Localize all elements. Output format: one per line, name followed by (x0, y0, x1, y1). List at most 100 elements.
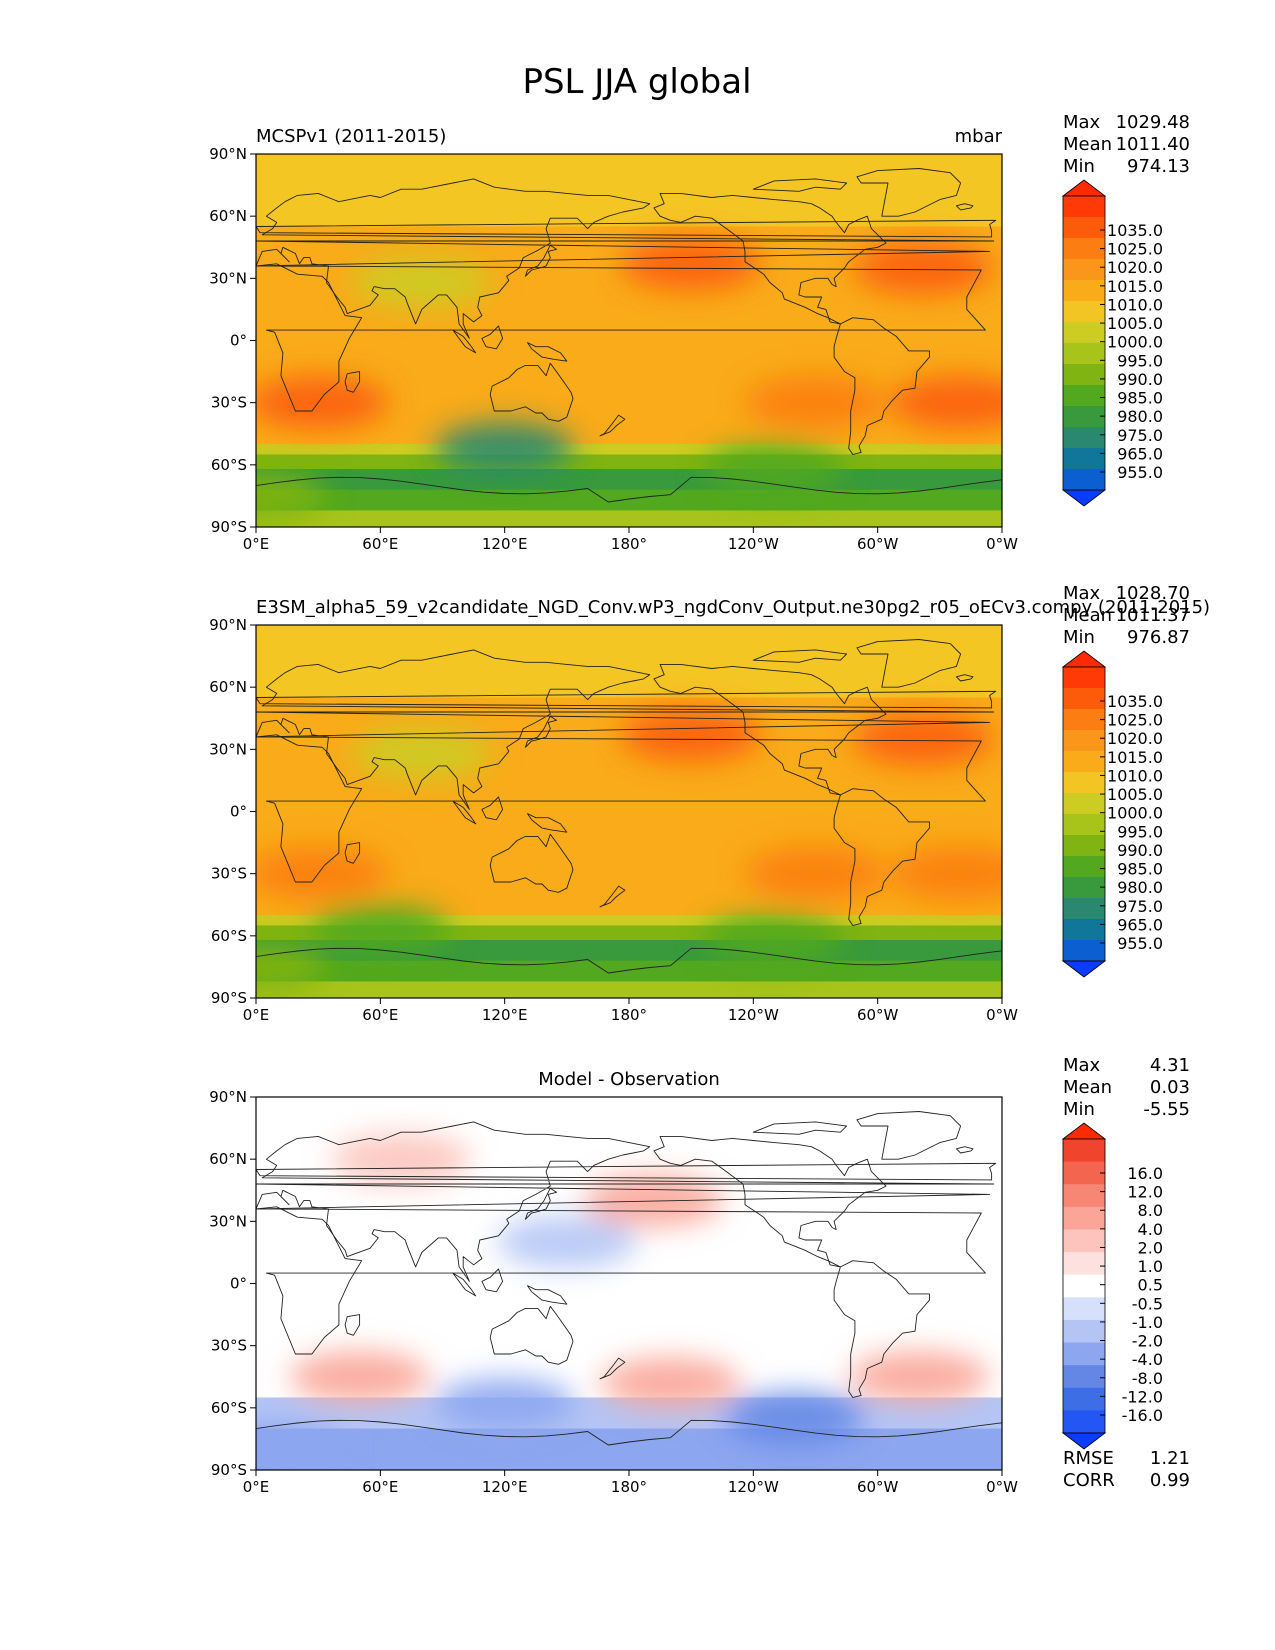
field-feature (496, 1216, 637, 1269)
colorbar-segment (1063, 1252, 1105, 1276)
coastline (599, 885, 626, 908)
y-tick-label: 90°N (209, 616, 247, 634)
y-tick-label: 30°S (211, 865, 247, 883)
colorbar-segment (1063, 751, 1105, 773)
colorbar-extend-max (1061, 179, 1107, 197)
field-feature (434, 422, 575, 475)
field-feature (351, 727, 492, 780)
colorbar-segment (1063, 238, 1105, 260)
y-tick-label: 90°N (209, 1088, 247, 1106)
colorbar-label: 1015.0 (1107, 277, 1163, 296)
field-feature (704, 442, 845, 495)
stat-label: Max (1063, 112, 1101, 133)
colorbar-segment (1063, 1229, 1105, 1253)
stat-value: 1011.40 (1116, 134, 1190, 155)
stat-value: 976.87 (1127, 627, 1190, 648)
colorbar-frame (1062, 195, 1106, 491)
y-tick-label: 30°S (211, 1337, 247, 1355)
colorbar-label: -2.0 (1132, 1332, 1163, 1351)
stat-value: -5.55 (1143, 1099, 1190, 1120)
colorbar-label: -16.0 (1122, 1406, 1163, 1425)
coastline (653, 663, 887, 796)
colorbar-label: 1035.0 (1107, 692, 1163, 711)
coastline (489, 362, 574, 422)
coastline (256, 219, 997, 238)
stat-value: 0.03 (1150, 1077, 1190, 1098)
antarctica-coastline (256, 1419, 1002, 1446)
x-tick-label: 0°E (243, 1478, 270, 1496)
colorbar-label: 985.0 (1117, 860, 1163, 879)
map-panel: 0°E 60°E 120°E 180° 120°W 60°W 0°W 90°N 60°N 30°N… (209, 112, 1190, 553)
colorbar-label: 965.0 (1117, 444, 1163, 463)
colorbar-label: 1005.0 (1107, 314, 1163, 333)
colorbar-frame (1062, 1138, 1106, 1434)
field-band (256, 1428, 1002, 1470)
colorbar-label: 965.0 (1117, 915, 1163, 934)
field-band (256, 960, 1002, 983)
colorbar-segment (1063, 217, 1105, 239)
field-feature (289, 1350, 430, 1403)
field-features (256, 1133, 990, 1470)
colorbar-label: -1.0 (1132, 1313, 1163, 1332)
x-tick-label: 120°E (482, 535, 528, 553)
coastlines (256, 639, 1002, 974)
panel-title-left: MCSPv1 (2011-2015) (256, 126, 446, 147)
field-band (256, 625, 1002, 699)
coastline (856, 168, 962, 217)
stat-label: Min (1063, 156, 1095, 177)
field-feature (434, 1377, 575, 1430)
coastline (489, 833, 574, 893)
pressure-field (256, 625, 1002, 998)
colorbar-extend-min (1061, 1432, 1107, 1450)
coastline (256, 1162, 997, 1181)
coastline (524, 244, 557, 277)
y-tick-label: 90°N (209, 145, 247, 163)
colorbar-segment (1063, 919, 1105, 941)
panel-units: mbar (955, 126, 1003, 147)
field-feature (331, 1133, 472, 1186)
field-feature (621, 237, 762, 290)
y-tick-label: 0° (230, 1275, 247, 1293)
colorbar-segment (1063, 280, 1105, 302)
colorbar-segment (1063, 259, 1105, 281)
colorbar-label: 1005.0 (1107, 785, 1163, 804)
colorbar-label: 4.0 (1138, 1220, 1163, 1239)
colorbar-segment (1063, 1342, 1105, 1366)
y-tick-label: 90°S (211, 1461, 247, 1479)
colorbar-segment (1063, 343, 1105, 365)
colorbar-segment (1063, 385, 1105, 407)
stat-label: Min (1063, 627, 1095, 648)
coastline (833, 788, 930, 926)
coastline (856, 1111, 962, 1160)
colorbar-segment (1063, 709, 1105, 731)
x-tick-label: 120°E (482, 1006, 528, 1024)
coastline (256, 1121, 995, 1282)
x-tick-label: 180° (611, 1478, 647, 1496)
y-tick-label: 90°S (211, 989, 247, 1007)
field-feature (853, 241, 994, 294)
stat-label: Mean (1063, 134, 1112, 155)
field-band (256, 915, 1002, 927)
y-tick-label: 30°N (209, 740, 247, 758)
colorbar-label: 2.0 (1138, 1238, 1163, 1257)
colorbar-segment (1063, 1387, 1105, 1411)
corr-label: CORR (1063, 1470, 1115, 1491)
colorbar-label: 8.0 (1138, 1201, 1163, 1220)
colorbar-label: 975.0 (1117, 426, 1163, 445)
coastlines (256, 1111, 1002, 1446)
field-feature (853, 712, 994, 765)
x-tick-label: 0°W (986, 1478, 1018, 1496)
field-feature (600, 1356, 741, 1409)
coastline (833, 1260, 930, 1398)
field-feature (351, 256, 492, 309)
colorbar-frame (1062, 666, 1106, 962)
colorbar-segment (1063, 1206, 1105, 1230)
colorbar-label: -4.0 (1132, 1350, 1163, 1369)
y-tick-label: 60°S (211, 927, 247, 945)
colorbar-segment (1063, 448, 1105, 470)
y-tick-label: 60°S (211, 1399, 247, 1417)
colorbar: 1035.01025.01020.01015.01010.01005.01000… (1061, 650, 1163, 978)
colorbar-segment (1063, 1161, 1105, 1185)
coastline (489, 1305, 574, 1365)
